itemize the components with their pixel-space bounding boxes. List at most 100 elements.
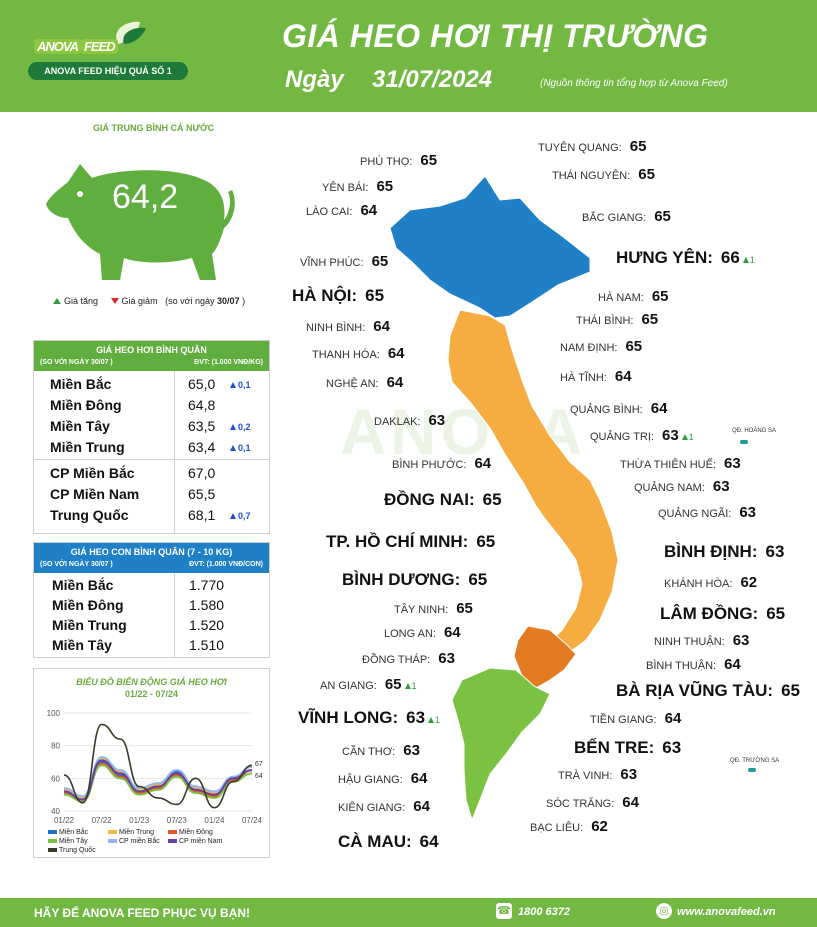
- province-label-major: CÀ MAU: 64: [338, 832, 439, 852]
- province-price: 64: [387, 345, 405, 362]
- province-name: THÁI NGUYÊN:: [552, 170, 631, 182]
- province-price: 65: [371, 253, 389, 270]
- province-price: 64: [410, 770, 428, 787]
- legend-swatch: [108, 830, 117, 835]
- region-price: 63,5: [188, 418, 216, 434]
- province-label: HÀ NAM: 65: [598, 288, 669, 305]
- province-name: BÌNH PHƯỚC:: [392, 459, 467, 471]
- region-price: 68,1: [188, 507, 216, 523]
- province-label: ĐỒNG THÁP: 63: [362, 650, 455, 667]
- up-arrow-icon: [428, 717, 435, 723]
- province-name: QUẢNG NGÃI:: [658, 508, 732, 520]
- north-region: [389, 175, 591, 319]
- legend-label: CP miền Bắc: [119, 838, 160, 845]
- province-price: 62: [740, 574, 758, 591]
- province-label: LONG AN: 64: [384, 624, 461, 641]
- province-price: 64: [419, 832, 439, 851]
- legend-label: Miền Trung: [119, 829, 155, 836]
- province-label-major: BÌNH DƯƠNG: 65: [342, 570, 487, 590]
- region-price: 65,5: [188, 486, 216, 502]
- price-change: 0,1: [230, 443, 251, 453]
- price-change: 1: [681, 432, 694, 442]
- source-note: (Nguồn thông tin tổng hợp từ Anova Feed): [540, 78, 728, 89]
- province-name: BẾN TRE:: [574, 738, 655, 757]
- province-name: PHÚ THỌ:: [360, 156, 413, 168]
- mekong-region: [451, 667, 551, 822]
- legend-swatch: [48, 848, 57, 853]
- province-price: 64: [650, 400, 668, 417]
- legend-item: Miền Trung: [108, 829, 168, 836]
- table-row: CP Miền Bắc 67,0: [34, 462, 269, 483]
- table-divider: [174, 573, 175, 657]
- province-label: BÌNH THUẬN: 64: [646, 656, 741, 673]
- legend-swatch: [168, 839, 177, 844]
- province-name: THÁI BÌNH:: [576, 315, 634, 327]
- province-label: QUẢNG BÌNH: 64: [570, 400, 667, 417]
- province-label: QUẢNG NAM: 63: [634, 478, 730, 495]
- province-name: YÊN BÁI:: [322, 182, 369, 194]
- province-price: 65: [625, 338, 643, 355]
- vietnam-map: [389, 175, 619, 822]
- province-name: BÌNH THUẬN:: [646, 660, 717, 672]
- province-label: DAKLAK: 63: [374, 412, 445, 429]
- table-row: Miền Tây 63,5 0,2: [34, 415, 269, 436]
- logo-word-suffix: FEED: [80, 39, 118, 54]
- region-name: Miền Đông: [52, 597, 124, 613]
- east-region: [513, 625, 577, 689]
- province-name: KHÁNH HÒA:: [664, 578, 733, 590]
- price-change-value: 1: [411, 681, 417, 691]
- province-name: TP. HỒ CHÍ MINH:: [326, 532, 469, 551]
- province-price: 65: [629, 138, 647, 155]
- legend-label: Miền Tây: [59, 838, 88, 845]
- region-price: 67,0: [188, 465, 216, 481]
- province-name: NAM ĐỊNH:: [560, 342, 618, 354]
- legend-label: Miền Đông: [179, 829, 213, 836]
- national-average-label: GIÁ TRUNG BÌNH CẢ NƯỚC: [93, 123, 215, 133]
- logo-word: ANOVA: [34, 39, 81, 54]
- province-label-major: HÀ NỘI: 65: [292, 286, 384, 306]
- header-banner: [0, 0, 817, 112]
- price-change-value: 1: [688, 432, 694, 442]
- province-label: YÊN BÁI: 65: [322, 178, 393, 195]
- price-change-value: 0,2: [238, 422, 251, 432]
- up-arrow-icon: [230, 424, 236, 430]
- province-price: 63: [620, 766, 638, 783]
- hotline[interactable]: 1800 6372: [518, 906, 570, 918]
- x-tick-label: 07/24: [242, 816, 263, 825]
- table-row: Miền Đông 1.580: [34, 595, 269, 615]
- website-link[interactable]: www.anovafeed.vn: [677, 906, 776, 918]
- price-trend-chart: BIỂU ĐỒ BIẾN ĐỘNG GIÁ HEO HƠI 01/22 - 07…: [33, 668, 270, 858]
- province-label: BẮC GIANG: 65: [582, 208, 671, 225]
- province-label: HẬU GIANG: 64: [338, 770, 427, 787]
- y-tick-label: 100: [47, 709, 61, 718]
- table-row: Miền Bắc 1.770: [34, 575, 269, 595]
- table-row: Trung Quốc 68,1 0,7: [34, 504, 269, 525]
- region-name: Miền Trung: [50, 439, 125, 455]
- province-name: HƯNG YÊN:: [616, 248, 713, 267]
- province-name: NINH BÌNH:: [306, 322, 366, 334]
- province-price: 66: [720, 248, 740, 267]
- piglet-price-table: GIÁ HEO CON BÌNH QUÂN (7 - 10 KG) (SO VỚ…: [33, 542, 270, 658]
- region-name: Miền Tây: [52, 637, 112, 653]
- price-change: 0,2: [230, 422, 251, 432]
- region-price: 65,0: [188, 376, 216, 392]
- price-change: 1: [742, 255, 755, 265]
- province-price: 63: [438, 650, 455, 667]
- province-label: LÀO CAI: 64: [306, 202, 377, 219]
- province-name: TÂY NINH:: [394, 604, 449, 616]
- up-arrow-icon: [230, 445, 236, 451]
- price-up-icon: [53, 298, 61, 304]
- province-name: LONG AN:: [384, 628, 436, 640]
- price-change-value: 0,7: [238, 511, 251, 521]
- table-row: Miền Đông 64,8: [34, 394, 269, 415]
- table-row: Miền Tây 1.510: [34, 635, 269, 655]
- province-name: TRÀ VINH:: [558, 770, 613, 782]
- province-price: 63: [765, 542, 785, 561]
- price-change-value: 1: [749, 255, 755, 265]
- province-name: BÌNH ĐỊNH:: [664, 542, 758, 561]
- x-tick-label: 07/22: [92, 816, 113, 825]
- up-arrow-icon: [230, 382, 236, 388]
- legend-item: Miền Bắc: [48, 829, 108, 836]
- hoang-sa-label: QĐ. HOÀNG SA: [732, 428, 777, 434]
- province-label: KHÁNH HÒA: 62: [664, 574, 757, 591]
